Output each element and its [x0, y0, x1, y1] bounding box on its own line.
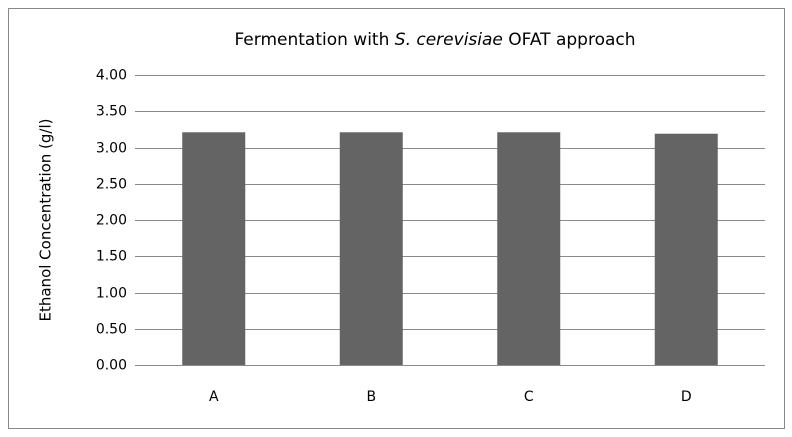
chart-title: Fermentation with S. cerevisiae OFAT app…	[234, 30, 635, 50]
y-tick-label: 0.00	[96, 358, 127, 374]
y-tick-label: 0.50	[96, 322, 127, 338]
y-axis-label: Ethanol Concentration (g/l)	[37, 118, 55, 321]
y-tick-label: 1.00	[96, 286, 127, 302]
x-tick-label: C	[524, 389, 534, 405]
title-part: OFAT approach	[503, 30, 636, 50]
x-tick-label: B	[366, 389, 376, 405]
y-tick-label: 3.00	[96, 141, 127, 157]
y-tick-label: 4.00	[96, 68, 127, 84]
y-tick-label: 2.50	[96, 177, 127, 193]
bar	[654, 133, 718, 365]
x-tick-label: D	[681, 389, 692, 405]
title-part: S. cerevisiae	[395, 30, 503, 50]
bar	[182, 132, 246, 365]
bar	[497, 132, 561, 365]
y-tick-label: 1.50	[96, 249, 127, 265]
y-tick-label: 3.50	[96, 104, 127, 120]
x-tick-label: A	[209, 389, 219, 405]
y-tick-label: 2.00	[96, 213, 127, 229]
title-part: Fermentation with	[234, 30, 394, 50]
bar	[339, 132, 403, 365]
